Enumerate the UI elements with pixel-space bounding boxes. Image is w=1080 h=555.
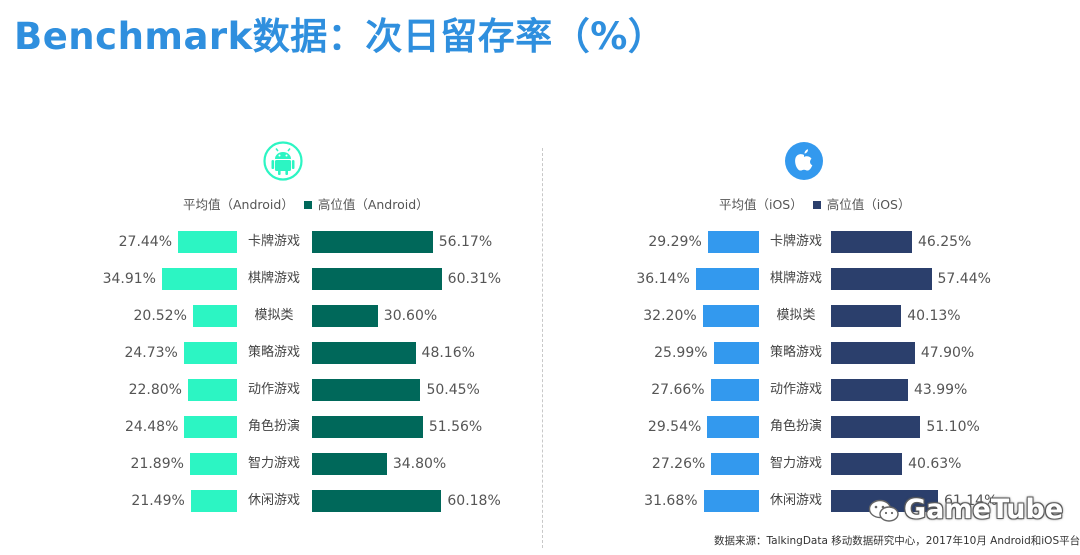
ios-category-label: 卡牌游戏 bbox=[769, 234, 822, 249]
ios-avg-label: 32.20% bbox=[643, 308, 697, 324]
ios-high-bar bbox=[831, 268, 932, 290]
legend-android-avg: 平均值（Android） bbox=[183, 197, 294, 212]
android-high-bar bbox=[312, 268, 442, 290]
ios-high-bar bbox=[831, 453, 903, 475]
ios-avg-bar bbox=[713, 342, 759, 364]
wechat-icon bbox=[868, 499, 899, 522]
watermark: GameTube bbox=[868, 494, 1063, 525]
ios-avg-bar bbox=[707, 231, 759, 253]
ios-avg-label: 31.68% bbox=[644, 493, 698, 509]
android-avg-label: 24.48% bbox=[124, 419, 179, 435]
android-high-bar bbox=[312, 342, 416, 364]
ios-avg-bar bbox=[707, 416, 759, 438]
android-category-label: 卡牌游戏 bbox=[247, 234, 300, 249]
source-note: 数据来源：TalkingData 移动数据研究中心，2017年10月 Andro… bbox=[714, 535, 1080, 547]
page-title: Benchmark数据：次日留存率（%） bbox=[14, 15, 666, 58]
ios-high-label: 40.63% bbox=[908, 456, 962, 472]
android-avg-bar bbox=[184, 416, 237, 438]
ios-high-bar bbox=[831, 305, 902, 327]
ios-category-label: 角色扮演 bbox=[769, 419, 822, 434]
android-category-label: 动作游戏 bbox=[247, 382, 300, 397]
android-avg-bar bbox=[190, 490, 237, 512]
android-high-label: 60.18% bbox=[447, 493, 501, 509]
ios-category-label: 策略游戏 bbox=[769, 345, 822, 360]
ios-high-label: 43.99% bbox=[913, 382, 968, 398]
android-category-label: 棋牌游戏 bbox=[247, 271, 300, 286]
android-category-label: 休闲游戏 bbox=[247, 493, 300, 508]
android-high-bar bbox=[312, 379, 421, 401]
android-avg-bar bbox=[189, 453, 237, 475]
apple-logo-icon bbox=[785, 142, 823, 180]
android-high-bar bbox=[312, 231, 433, 253]
ios-high-label: 57.44% bbox=[937, 271, 991, 287]
ios-high-label: 46.25% bbox=[917, 234, 972, 250]
android-avg-label: 21.49% bbox=[131, 493, 185, 509]
ios-category-label: 智力游戏 bbox=[769, 456, 822, 471]
android-avg-label: 24.73% bbox=[124, 345, 178, 361]
ios-avg-bar bbox=[711, 453, 759, 475]
android-category-label: 模拟类 bbox=[254, 308, 294, 323]
ios-avg-label: 29.54% bbox=[647, 419, 702, 435]
android-avg-label: 22.80% bbox=[128, 382, 182, 398]
android-category-label: 智力游戏 bbox=[247, 456, 300, 471]
android-high-bar bbox=[312, 490, 442, 512]
ios-avg-label: 25.99% bbox=[654, 345, 708, 361]
ios-avg-label: 27.26% bbox=[651, 456, 706, 472]
ios-avg-bar bbox=[695, 268, 759, 290]
ios-avg-label: 36.14% bbox=[636, 271, 690, 287]
ios-avg-bar bbox=[703, 490, 759, 512]
android-category-label: 角色扮演 bbox=[247, 419, 300, 434]
ios-avg-label: 29.29% bbox=[648, 234, 702, 250]
watermark-text: GameTube bbox=[904, 494, 1064, 525]
android-avg-label: 27.44% bbox=[118, 234, 173, 250]
ios-high-label: 47.90% bbox=[920, 345, 975, 361]
ios-high-bar bbox=[831, 379, 908, 401]
ios-high-label: 40.13% bbox=[907, 308, 961, 324]
panel-divider bbox=[542, 148, 543, 548]
android-high-label: 51.56% bbox=[428, 419, 483, 435]
android-avg-bar bbox=[183, 342, 237, 364]
ios-avg-bar bbox=[710, 379, 759, 401]
ios-avg-bar bbox=[702, 305, 759, 327]
android-high-label: 60.31% bbox=[447, 271, 502, 287]
android-avg-label: 21.89% bbox=[130, 456, 184, 472]
android-avg-bar bbox=[161, 268, 237, 290]
legend-ios: 平均值（iOS） 高位值（iOS） bbox=[719, 194, 911, 213]
legend-swatch-ios-high bbox=[812, 201, 821, 209]
legend-android: 平均值（Android） 高位值（Android） bbox=[183, 194, 429, 213]
android-avg-label: 20.52% bbox=[133, 308, 187, 324]
legend-ios-avg: 平均值（iOS） bbox=[719, 197, 803, 212]
android-avg-label: 34.91% bbox=[102, 271, 156, 287]
android-avg-bar bbox=[187, 379, 237, 401]
ios-high-bar bbox=[831, 231, 912, 253]
android-high-label: 48.16% bbox=[421, 345, 475, 361]
android-category-label: 策略游戏 bbox=[247, 345, 300, 360]
android-high-label: 56.17% bbox=[438, 234, 493, 250]
ios-high-bar bbox=[831, 416, 921, 438]
ios-category-label: 模拟类 bbox=[776, 308, 816, 323]
android-high-label: 34.80% bbox=[392, 456, 447, 472]
android-high-bar bbox=[312, 305, 378, 327]
android-high-bar bbox=[312, 453, 387, 475]
android-high-label: 50.45% bbox=[426, 382, 480, 398]
ios-category-label: 休闲游戏 bbox=[769, 493, 822, 508]
ios-category-label: 棋牌游戏 bbox=[769, 271, 822, 286]
android-avg-bar bbox=[178, 231, 237, 253]
ios-high-label: 61.14% bbox=[943, 493, 998, 509]
ios-high-bar bbox=[831, 342, 915, 364]
legend-android-high: 高位值（Android） bbox=[317, 197, 429, 212]
android-high-bar bbox=[312, 416, 423, 438]
android-logo-icon bbox=[263, 141, 303, 181]
ios-avg-label: 27.66% bbox=[651, 382, 705, 398]
ios-high-label: 51.10% bbox=[926, 419, 980, 435]
android-high-label: 30.60% bbox=[383, 308, 438, 324]
legend-ios-high: 高位值（iOS） bbox=[826, 197, 911, 212]
ios-category-label: 动作游戏 bbox=[769, 382, 822, 397]
legend-swatch-android-high bbox=[303, 201, 312, 209]
android-avg-bar bbox=[192, 305, 237, 327]
